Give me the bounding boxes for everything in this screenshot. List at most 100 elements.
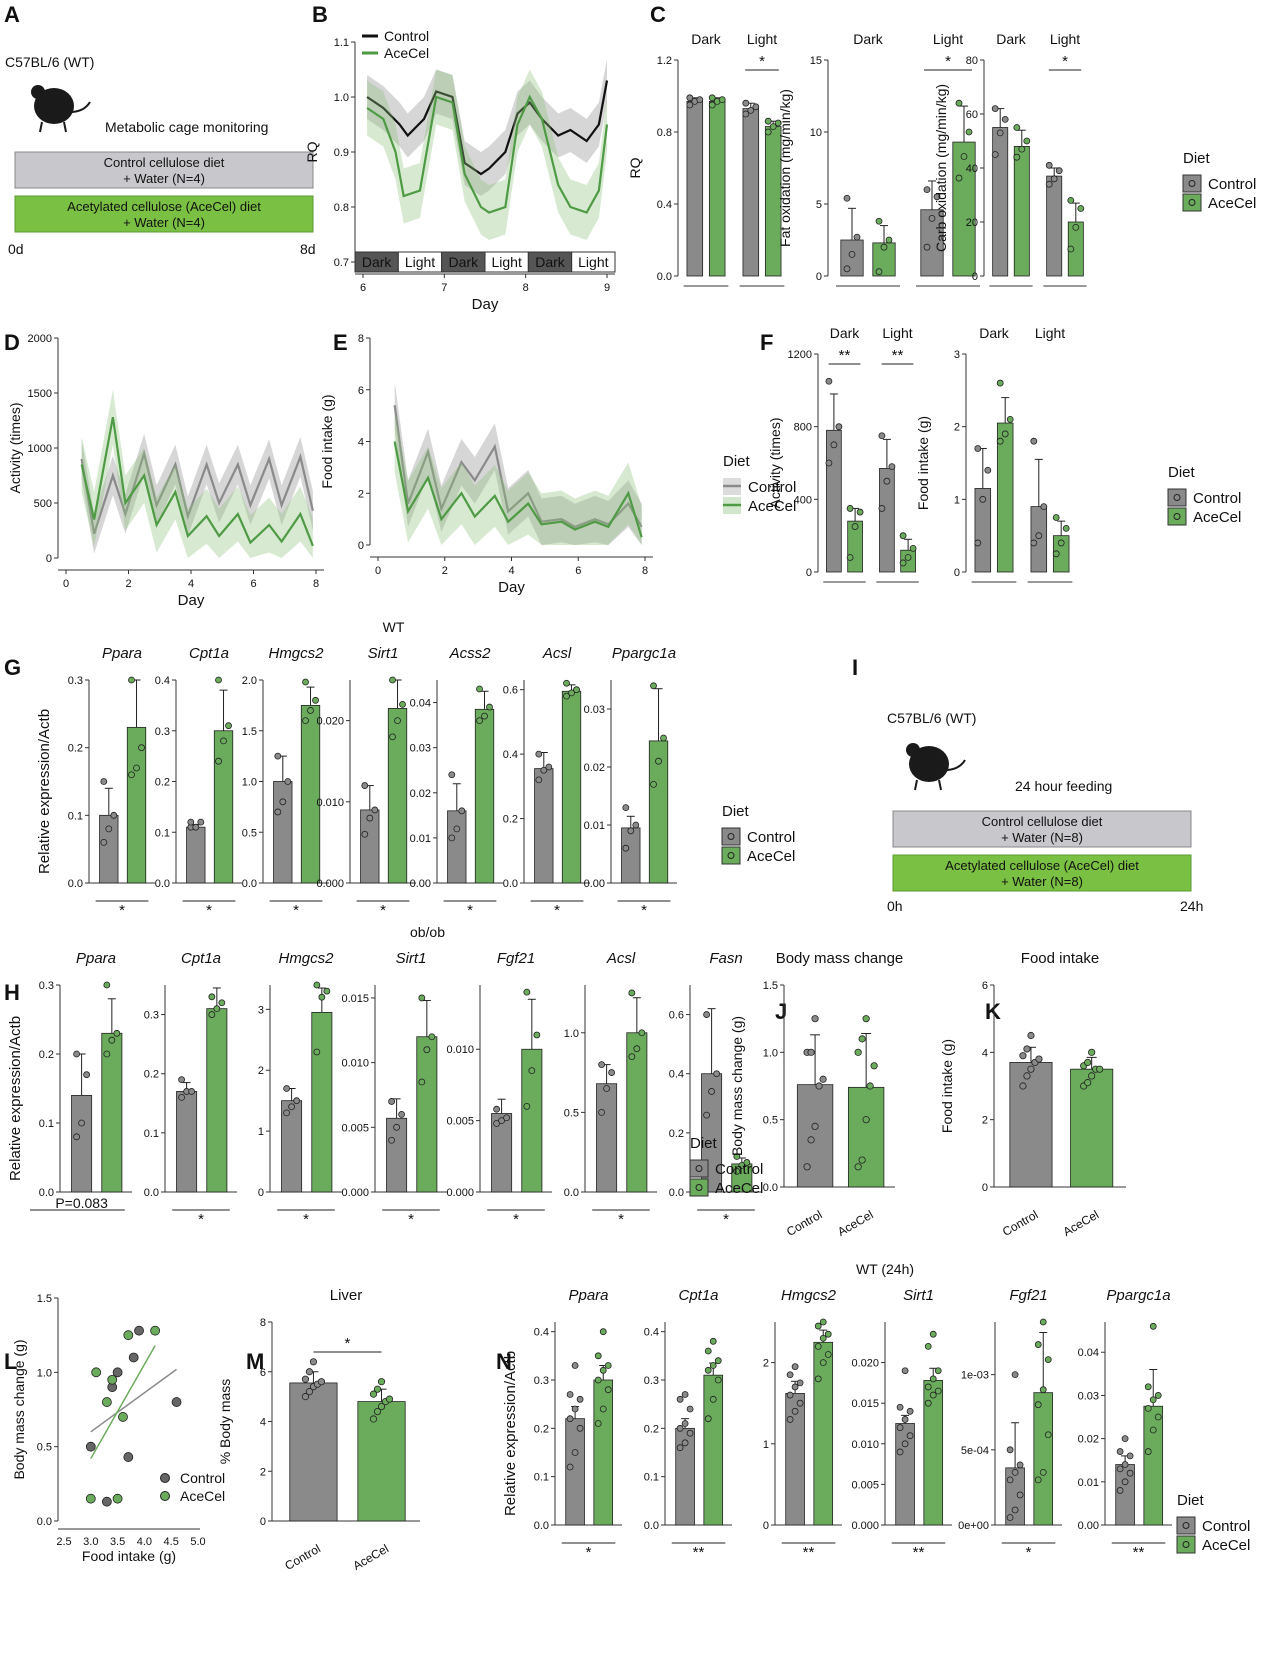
data-point bbox=[803, 1163, 811, 1171]
data-point bbox=[906, 1407, 914, 1415]
gene-title: Cpt1a bbox=[678, 1287, 718, 1304]
sig-label: * bbox=[303, 1211, 309, 1228]
data-point bbox=[545, 763, 553, 771]
data-point bbox=[498, 1117, 506, 1125]
data-point bbox=[676, 1444, 684, 1452]
data-point bbox=[604, 1386, 612, 1394]
scheme-i-end: 24h bbox=[1180, 898, 1203, 914]
scheme-i-acecel-text2: + Water (N=8) bbox=[1001, 874, 1083, 889]
data-point bbox=[704, 1347, 712, 1355]
bar-control bbox=[796, 1084, 834, 1188]
data-point bbox=[933, 193, 941, 201]
data-point bbox=[738, 1161, 746, 1169]
data-point bbox=[1149, 1426, 1157, 1434]
point-control bbox=[112, 1367, 123, 1378]
data-point bbox=[604, 1362, 612, 1369]
legend-acecel-swatch bbox=[160, 1491, 170, 1501]
subpanel-ppara-y-tick-label: 0.3 bbox=[68, 675, 83, 687]
x-tick-label: AceCel bbox=[835, 1207, 876, 1238]
subpanel-ppara: Ppara 0.0 0.1 0.2 0.3 * bbox=[68, 645, 155, 919]
panel-letter-e: E bbox=[333, 330, 348, 355]
subpanel-acsl-y-tick-label: 0.0 bbox=[503, 878, 518, 890]
panel-letter-n: N bbox=[496, 1349, 512, 1374]
data-point bbox=[896, 1424, 904, 1431]
data-point bbox=[743, 1159, 751, 1166]
subpanel-sirt1-y-tick-label: 0.000 bbox=[341, 1187, 369, 1199]
chart-c2-y-tick-label: 10 bbox=[810, 127, 822, 139]
legend-acecel-dot bbox=[1173, 513, 1181, 520]
data-point bbox=[786, 1391, 794, 1399]
subpanel-cpt1a-y-tick-label: 0.4 bbox=[644, 1327, 659, 1339]
data-point bbox=[535, 750, 543, 758]
data-point bbox=[293, 1097, 301, 1105]
gene-title: Acss2 bbox=[449, 645, 492, 662]
line-acecel bbox=[366, 94, 609, 214]
data-point bbox=[1144, 1383, 1152, 1391]
chart-c3-y-tick-label: 0 bbox=[972, 271, 978, 283]
y-axis-label: Relative expression/Actb bbox=[502, 1351, 519, 1516]
data-point bbox=[996, 379, 1004, 387]
point-control bbox=[85, 1441, 96, 1452]
chart-d-y-tick-label: 1000 bbox=[28, 443, 52, 455]
scheme-a-monitor: Metabolic cage monitoring bbox=[105, 119, 268, 135]
legend-title: Diet bbox=[1177, 1492, 1205, 1509]
point-acecel bbox=[101, 1397, 112, 1407]
data-point bbox=[373, 1385, 382, 1393]
subpanel-cpt1a-y-tick-label: 0.1 bbox=[155, 827, 170, 839]
data-point bbox=[476, 717, 483, 724]
subpanel-ppargc1a-y-tick-label: 0.01 bbox=[1078, 1477, 1099, 1489]
data-point bbox=[288, 1103, 296, 1111]
band-label: Light bbox=[578, 254, 608, 270]
data-point bbox=[1018, 145, 1026, 153]
data-point bbox=[807, 1048, 815, 1056]
sig-label: P=0.083 bbox=[55, 1195, 108, 1211]
bar-control bbox=[565, 1418, 585, 1526]
group-label-dark: Dark bbox=[691, 31, 722, 47]
data-point bbox=[709, 1395, 717, 1403]
bar-control bbox=[273, 781, 293, 884]
data-point bbox=[301, 1393, 310, 1401]
data-point bbox=[100, 839, 108, 846]
sig-label: * bbox=[408, 1211, 414, 1228]
x-tick-label: 8 bbox=[523, 282, 529, 294]
data-point bbox=[681, 1420, 689, 1427]
legend-title: Diet bbox=[722, 803, 750, 820]
subpanel-hmgcs2-y-tick-label: 2 bbox=[258, 1065, 264, 1077]
data-point bbox=[1006, 1446, 1014, 1454]
data-point bbox=[703, 1111, 710, 1119]
data-point bbox=[878, 505, 886, 512]
data-point bbox=[796, 1399, 804, 1407]
x-tick-label: 0 bbox=[63, 578, 69, 590]
bar-acecel bbox=[847, 1086, 885, 1188]
subpanel-cpt1a-y-tick-label: 0.0 bbox=[155, 878, 170, 890]
data-point bbox=[714, 1376, 722, 1384]
subpanel-ppara: Ppara 0.0 0.1 0.2 0.3 P=0.083 bbox=[30, 950, 132, 1211]
chart-k-y-tick-label: 2 bbox=[982, 1115, 988, 1127]
data-point bbox=[650, 781, 657, 788]
data-point bbox=[686, 94, 694, 102]
panel-letters: A B C D E F G H I J K L M N bbox=[4, 2, 1001, 1374]
data-point bbox=[1035, 532, 1043, 540]
data-point bbox=[1144, 1404, 1152, 1412]
subpanel-fgf21-y-tick-label: 0.010 bbox=[446, 1044, 474, 1056]
data-point bbox=[283, 1085, 291, 1092]
legend-acecel-dot bbox=[1182, 1541, 1190, 1548]
scheme-a-acecel-text1: Acetylated cellulose (AceCel) diet bbox=[67, 199, 261, 214]
data-point bbox=[923, 243, 931, 251]
y-axis-label: Body mass change (g) bbox=[11, 1339, 27, 1479]
scheme-a-control-text2: + Water (N=4) bbox=[123, 171, 205, 186]
subpanel-sirt1-y-tick-label: 0.010 bbox=[316, 797, 344, 809]
subpanel-fgf21-y-tick-label: 1e-03 bbox=[961, 1370, 989, 1382]
bar-control bbox=[621, 827, 641, 884]
data-point bbox=[786, 1416, 794, 1423]
point-acecel bbox=[107, 1374, 118, 1385]
subpanel-cpt1a-y-tick-label: 0.3 bbox=[144, 1010, 159, 1022]
data-point bbox=[318, 993, 326, 1001]
subpanel-ppara-y-tick-label: 0.1 bbox=[68, 810, 83, 822]
chart-e-y-tick-label: 6 bbox=[358, 385, 364, 397]
mouse-icon bbox=[31, 85, 91, 133]
data-point bbox=[1023, 137, 1031, 145]
data-point bbox=[523, 988, 531, 996]
legend-control-dot bbox=[1182, 1522, 1190, 1529]
data-point bbox=[1144, 1448, 1152, 1455]
